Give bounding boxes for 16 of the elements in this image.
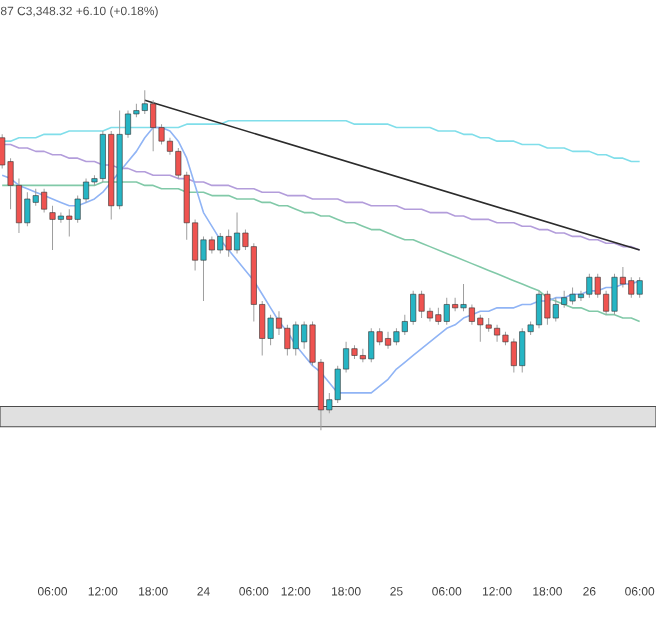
candlestick xyxy=(519,327,526,373)
candlestick xyxy=(628,276,635,299)
candlestick xyxy=(368,327,375,363)
candlestick xyxy=(477,314,484,343)
candlestick xyxy=(225,229,232,258)
candlestick xyxy=(49,205,56,251)
candlestick xyxy=(443,297,450,326)
candlestick xyxy=(284,324,291,356)
candlestick xyxy=(418,290,425,319)
candlestick xyxy=(24,191,31,227)
candlestick xyxy=(611,273,618,316)
candlestick xyxy=(586,273,593,299)
candlestick xyxy=(544,290,551,326)
candlestick xyxy=(292,320,299,356)
candlestick xyxy=(217,232,224,254)
candlestick xyxy=(636,276,643,299)
